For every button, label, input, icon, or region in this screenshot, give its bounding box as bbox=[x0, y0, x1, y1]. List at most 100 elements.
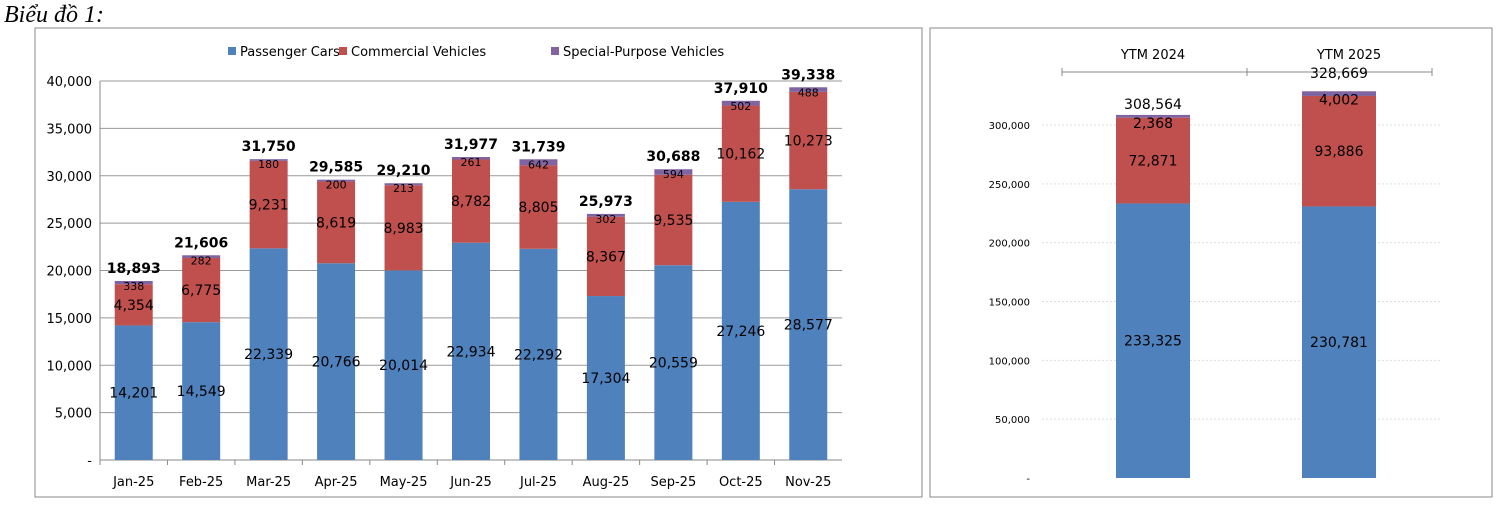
y-tick-label: 100,000 bbox=[989, 356, 1030, 367]
x-tick-label: Jan-25 bbox=[112, 475, 154, 490]
bar-commercial-vehicles bbox=[317, 181, 356, 264]
total-label: 31,739 bbox=[511, 139, 565, 155]
total-label: 21,606 bbox=[174, 235, 228, 251]
total-label: 25,973 bbox=[579, 194, 633, 210]
bar-passenger-cars bbox=[384, 270, 423, 460]
data-label: 17,304 bbox=[581, 371, 630, 387]
data-label: 338 bbox=[123, 280, 144, 293]
data-label: 9,535 bbox=[653, 213, 693, 229]
chart-heading: Biểu đồ 1: bbox=[4, 2, 104, 28]
data-label: 8,782 bbox=[451, 194, 491, 210]
bar-passenger-cars bbox=[114, 325, 153, 460]
data-label: 22,934 bbox=[447, 344, 496, 360]
data-label: 14,549 bbox=[177, 384, 226, 400]
bar-commercial-vehicles bbox=[721, 105, 760, 202]
chart1-border bbox=[34, 27, 923, 498]
x-tick-label: YTM 2024 bbox=[1120, 48, 1185, 63]
total-label: 29,585 bbox=[309, 160, 363, 176]
data-label: 20,766 bbox=[312, 355, 361, 371]
x-tick-label: YTM 2025 bbox=[1316, 48, 1381, 63]
data-label: 594 bbox=[663, 168, 684, 181]
data-label: 10,162 bbox=[716, 147, 765, 163]
total-label: 31,750 bbox=[242, 139, 296, 155]
bar-special-purpose-vehicles bbox=[249, 159, 288, 161]
bar-passenger-cars bbox=[789, 189, 828, 461]
total-label: 29,210 bbox=[377, 163, 431, 179]
bar-passenger-cars bbox=[182, 322, 221, 460]
total-label: 39,338 bbox=[781, 67, 835, 83]
data-label: 642 bbox=[528, 158, 549, 171]
bar-commercial-vehicles bbox=[452, 159, 490, 243]
data-label: 2,368 bbox=[1133, 116, 1173, 132]
legend-label: Special-Purpose Vehicles bbox=[563, 45, 724, 60]
bar-commercial-vehicles bbox=[654, 174, 693, 266]
data-label: 22,292 bbox=[514, 347, 563, 363]
x-tick-label: Mar-25 bbox=[246, 475, 291, 490]
total-label: 328,669 bbox=[1310, 66, 1368, 82]
x-tick-label: May-25 bbox=[380, 475, 428, 490]
total-label: 18,893 bbox=[107, 261, 161, 277]
data-label: 9,231 bbox=[249, 198, 289, 214]
legend-label: Commercial Vehicles bbox=[351, 45, 486, 60]
bar-special-purpose-vehicles bbox=[452, 157, 490, 160]
y-tick-label: - bbox=[1026, 474, 1030, 485]
bar-passenger-cars bbox=[452, 242, 490, 460]
bar-commercial-vehicles bbox=[1116, 117, 1190, 204]
bar-commercial-vehicles bbox=[249, 160, 288, 249]
x-tick-label: Jul-25 bbox=[519, 475, 557, 490]
data-label: 200 bbox=[326, 179, 347, 192]
bar-special-purpose-vehicles bbox=[1116, 114, 1190, 118]
y-tick-label: 35,000 bbox=[47, 122, 93, 137]
chart2-border bbox=[929, 27, 1493, 498]
y-tick-label: - bbox=[87, 454, 92, 469]
bar-special-purpose-vehicles bbox=[317, 179, 356, 182]
x-tick-label: Aug-25 bbox=[583, 475, 630, 490]
x-tick-label: Feb-25 bbox=[179, 475, 223, 490]
data-label: 20,014 bbox=[379, 358, 428, 374]
data-label: 8,805 bbox=[518, 200, 558, 216]
data-label: 261 bbox=[461, 156, 482, 169]
x-tick-label: Sep-25 bbox=[650, 475, 696, 490]
data-label: 27,246 bbox=[716, 324, 765, 340]
legend-swatch bbox=[551, 47, 559, 55]
total-label: 31,977 bbox=[444, 137, 498, 153]
data-label: 8,619 bbox=[316, 215, 356, 231]
data-label: 502 bbox=[730, 100, 751, 113]
data-label: 302 bbox=[595, 213, 616, 226]
bar-special-purpose-vehicles bbox=[519, 159, 558, 166]
bar-special-purpose-vehicles bbox=[586, 213, 625, 217]
total-label: 308,564 bbox=[1124, 97, 1182, 113]
bar-commercial-vehicles bbox=[114, 284, 153, 326]
legend-swatch bbox=[339, 47, 347, 55]
y-tick-label: 30,000 bbox=[47, 170, 93, 185]
data-label: 93,886 bbox=[1315, 144, 1364, 160]
x-tick-label: Oct-25 bbox=[719, 475, 763, 490]
data-label: 8,367 bbox=[586, 249, 626, 265]
data-label: 488 bbox=[798, 86, 819, 99]
bar-special-purpose-vehicles bbox=[1302, 91, 1376, 96]
y-tick-label: 150,000 bbox=[989, 298, 1030, 309]
data-label: 20,559 bbox=[649, 356, 698, 372]
data-label: 8,983 bbox=[383, 221, 423, 237]
bar-special-purpose-vehicles bbox=[721, 100, 760, 106]
bar-passenger-cars bbox=[654, 265, 693, 460]
bar-commercial-vehicles bbox=[384, 185, 423, 271]
bar-passenger-cars bbox=[519, 248, 558, 460]
data-label: 230,781 bbox=[1310, 335, 1368, 351]
x-tick-label: Apr-25 bbox=[315, 475, 358, 490]
bar-passenger-cars bbox=[1116, 203, 1190, 478]
y-tick-label: 50,000 bbox=[995, 415, 1030, 426]
bar-commercial-vehicles bbox=[586, 216, 625, 297]
y-tick-label: 15,000 bbox=[47, 312, 93, 327]
y-tick-label: 40,000 bbox=[47, 75, 93, 90]
bar-special-purpose-vehicles bbox=[789, 87, 828, 92]
y-tick-label: 5,000 bbox=[55, 407, 92, 422]
bar-passenger-cars bbox=[586, 296, 625, 460]
y-tick-label: 20,000 bbox=[47, 265, 93, 280]
total-label: 37,910 bbox=[714, 81, 768, 97]
data-label: 233,325 bbox=[1124, 334, 1182, 350]
data-label: 6,775 bbox=[181, 283, 221, 299]
data-label: 10,273 bbox=[784, 134, 833, 150]
bar-special-purpose-vehicles bbox=[654, 169, 693, 175]
